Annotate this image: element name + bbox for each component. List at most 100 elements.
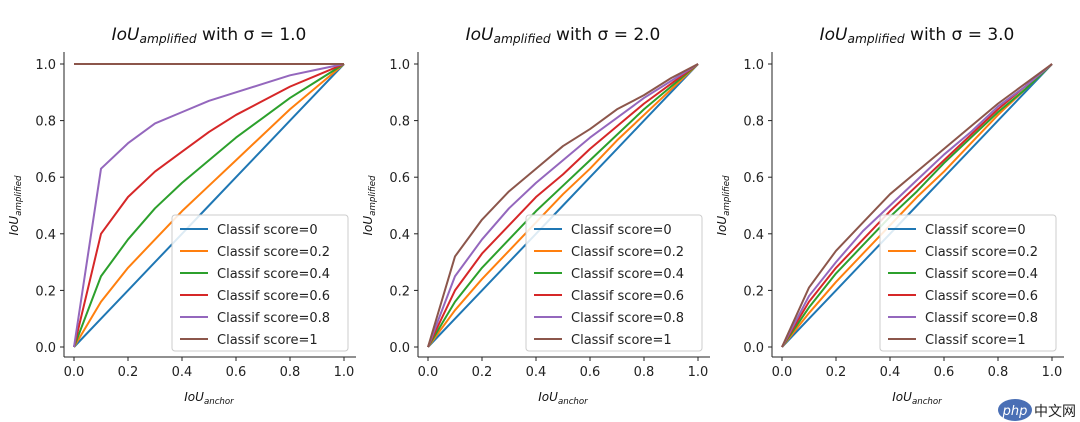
legend-entry-label: Classif score=0 bbox=[925, 223, 1026, 238]
x-axis-label-sub: anchor bbox=[204, 397, 234, 407]
y-tick-label: 0.4 bbox=[743, 228, 764, 243]
legend-entry-label: Classif score=1 bbox=[925, 333, 1026, 348]
x-tick-label: 1.0 bbox=[334, 365, 355, 380]
legend-entry-label: Classif score=0.4 bbox=[217, 267, 330, 282]
x-tick-label: 1.0 bbox=[1042, 365, 1063, 380]
legend-entry-label: Classif score=0 bbox=[217, 223, 318, 238]
chart-title-main: IoU bbox=[820, 25, 848, 45]
x-axis-label: IoUanchor bbox=[538, 390, 588, 407]
x-tick-label: 0.8 bbox=[634, 365, 655, 380]
y-tick-label: 1.0 bbox=[389, 58, 410, 73]
x-tick-label: 0.0 bbox=[418, 365, 439, 380]
chart-title-sub: amplified bbox=[847, 32, 904, 46]
legend: Classif score=0 Classif score=0.2 Classif … bbox=[525, 214, 703, 352]
y-tick-label: 0.2 bbox=[35, 284, 56, 299]
php-logo-text: php bbox=[1002, 404, 1028, 419]
chart-panel-1: 0.0 0.2 0.4 0.6 0.8 1.00.00.20.40.60.81.0IoUa… bbox=[7, 25, 356, 407]
y-axis-label-sub: amplified bbox=[14, 175, 24, 216]
y-tick-label: 0.8 bbox=[389, 115, 410, 130]
series-line-score-0-6 bbox=[781, 63, 1053, 348]
y-tick-label: 1.0 bbox=[35, 58, 56, 73]
y-tick-label: 0.8 bbox=[743, 115, 764, 130]
x-tick-label: 0.6 bbox=[580, 365, 601, 380]
series-line-score-0-2 bbox=[427, 63, 699, 348]
y-axis-label-main: IoU bbox=[361, 216, 375, 236]
y-tick-label: 0.8 bbox=[35, 115, 56, 130]
x-axis-label-sub: anchor bbox=[912, 397, 942, 407]
watermark-text: 中文网 bbox=[1034, 404, 1076, 420]
y-tick-label: 0.6 bbox=[35, 171, 56, 186]
chart-title-rest: with σ = 1.0 bbox=[197, 25, 307, 45]
y-tick-label: 0.0 bbox=[389, 341, 410, 356]
legend-entry-label: Classif score=0 bbox=[571, 223, 672, 238]
php-logo-icon bbox=[998, 399, 1032, 421]
series-line-score-0 bbox=[781, 63, 1053, 348]
legend-entry-label: Classif score=0.2 bbox=[925, 245, 1038, 260]
series-line-score-0-4 bbox=[73, 63, 345, 348]
x-tick-label: 0.2 bbox=[472, 365, 493, 380]
series-line-score-0-8 bbox=[427, 63, 699, 348]
series-line-score-0-4 bbox=[427, 63, 699, 348]
chart-title-main: IoU bbox=[466, 25, 494, 45]
legend-entry-label: Classif score=1 bbox=[217, 333, 318, 348]
series-line-score-0 bbox=[73, 63, 345, 348]
legend-entry-label: Classif score=0.4 bbox=[925, 267, 1038, 282]
legend-entry-label: Classif score=0.8 bbox=[217, 311, 330, 326]
series-line-score-0 bbox=[427, 63, 699, 348]
chart-title: IoUamplified with σ = 1.0 bbox=[112, 25, 307, 46]
x-axis-label-sub: anchor bbox=[558, 397, 588, 407]
series-line-score-0-8 bbox=[73, 63, 345, 348]
chart-title-rest: with σ = 2.0 bbox=[551, 25, 661, 45]
x-tick-label: 0.0 bbox=[64, 365, 85, 380]
legend-box bbox=[879, 214, 1057, 352]
y-tick-label: 0.4 bbox=[389, 228, 410, 243]
x-axis-label-main: IoU bbox=[184, 390, 204, 404]
legend-entry-label: Classif score=0.8 bbox=[925, 311, 1038, 326]
series-line-score-0-2 bbox=[73, 63, 345, 348]
legend-entry-label: Classif score=0.6 bbox=[925, 289, 1038, 304]
legend-box bbox=[525, 214, 703, 352]
x-axis-label: IoUanchor bbox=[892, 390, 942, 407]
x-tick-label: 0.6 bbox=[226, 365, 247, 380]
legend-entry-label: Classif score=0.2 bbox=[217, 245, 330, 260]
legend-entry-label: Classif score=1 bbox=[571, 333, 672, 348]
chart-title-sub: amplified bbox=[139, 32, 196, 46]
y-axis-label-main: IoU bbox=[715, 216, 729, 236]
y-tick-label: 0.6 bbox=[743, 171, 764, 186]
series-line-score-0-4 bbox=[781, 63, 1053, 348]
y-tick-label: 0.4 bbox=[35, 228, 56, 243]
series-line-score-0-2 bbox=[781, 63, 1053, 348]
y-axis-label-main: IoU bbox=[7, 216, 21, 236]
series-line-score-0-6 bbox=[427, 63, 699, 348]
series-line-score-0-6 bbox=[73, 63, 345, 348]
legend: Classif score=0 Classif score=0.2 Classif … bbox=[171, 214, 349, 352]
y-axis-label-group: IoUamplified bbox=[361, 175, 378, 236]
y-axis-label: IoUamplified bbox=[7, 175, 24, 236]
y-axis-label: IoUamplified bbox=[715, 175, 732, 236]
legend-entry-label: Classif score=0.6 bbox=[571, 289, 684, 304]
x-axis-label-main: IoU bbox=[892, 390, 912, 404]
x-axis-label-main: IoU bbox=[538, 390, 558, 404]
watermark: php 中文网 bbox=[998, 399, 1076, 421]
chart-title-main: IoU bbox=[112, 25, 140, 45]
x-axis-label: IoUanchor bbox=[184, 390, 234, 407]
legend: Classif score=0 Classif score=0.2 Classif … bbox=[879, 214, 1057, 352]
x-tick-label: 0.8 bbox=[988, 365, 1009, 380]
y-axis-label-sub: amplified bbox=[368, 175, 378, 216]
x-tick-label: 0.4 bbox=[172, 365, 193, 380]
x-tick-label: 1.0 bbox=[688, 365, 709, 380]
y-axis-label-sub: amplified bbox=[722, 175, 732, 216]
chart-title: IoUamplified with σ = 2.0 bbox=[466, 25, 661, 46]
chart-panel-2: 0.0 0.2 0.4 0.6 0.8 1.00.00.20.40.60.81.0IoUa… bbox=[361, 25, 710, 407]
legend-entry-label: Classif score=0.4 bbox=[571, 267, 684, 282]
y-tick-label: 0.6 bbox=[389, 171, 410, 186]
legend-entry-label: Classif score=0.2 bbox=[571, 245, 684, 260]
y-tick-label: 0.2 bbox=[389, 284, 410, 299]
y-tick-label: 0.0 bbox=[743, 341, 764, 356]
x-tick-label: 0.2 bbox=[826, 365, 847, 380]
chart-title-rest: with σ = 3.0 bbox=[905, 25, 1015, 45]
chart-panel-3: 0.0 0.2 0.4 0.6 0.8 1.00.00.20.40.60.81.0IoUa… bbox=[715, 25, 1064, 407]
x-tick-label: 0.0 bbox=[772, 365, 793, 380]
x-tick-label: 0.6 bbox=[934, 365, 955, 380]
